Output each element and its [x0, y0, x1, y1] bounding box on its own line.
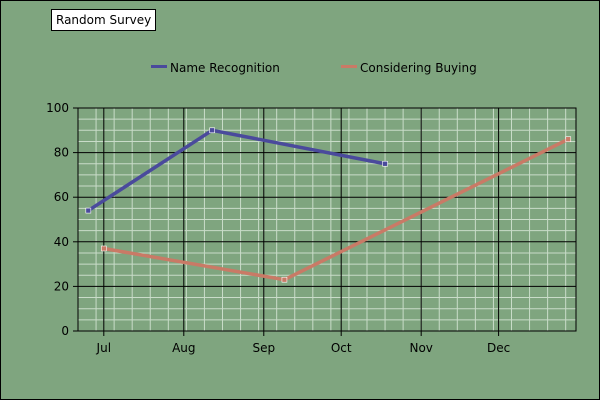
legend-swatch-name-recognition	[151, 65, 167, 68]
y-tick-label: 60	[54, 190, 69, 204]
x-tick-label: Jul	[96, 341, 111, 355]
series-point-1	[281, 276, 288, 283]
x-tick-label: Dec	[487, 341, 510, 355]
series-point-1	[565, 136, 572, 143]
series-point-0	[85, 207, 92, 214]
plot-area-border	[77, 107, 577, 332]
y-tick-label: 100	[46, 101, 69, 115]
legend-label-considering-buying: Considering Buying	[360, 61, 477, 75]
y-tick-label: 40	[54, 235, 69, 249]
x-tick-label: Sep	[252, 341, 275, 355]
legend-swatch-considering-buying	[341, 65, 357, 68]
y-tick-label: 80	[54, 146, 69, 160]
y-tick-label: 0	[61, 324, 69, 338]
x-tick-label: Oct	[331, 341, 352, 355]
chart-title: Random Survey	[51, 9, 157, 31]
y-tick-label: 20	[54, 279, 69, 293]
x-tick-label: Nov	[409, 341, 432, 355]
x-tick-label: Aug	[172, 341, 195, 355]
legend-label-name-recognition: Name Recognition	[170, 61, 280, 75]
series-point-0	[209, 127, 215, 134]
series-line-0	[87, 128, 386, 213]
series-point-0	[382, 160, 388, 167]
series-point-1	[101, 245, 107, 252]
